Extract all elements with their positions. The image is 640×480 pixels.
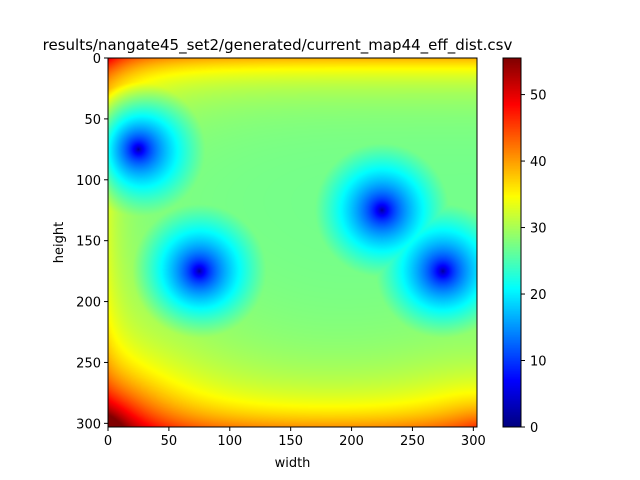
- x-tick-label: 250: [400, 434, 425, 449]
- x-axis: 0 50 100 150 200 250 300: [104, 427, 486, 449]
- y-tick-label: 50: [84, 113, 101, 128]
- colorbar-ticks: 0 10 20 30 40 50: [521, 89, 547, 436]
- y-tick-label: 150: [76, 235, 101, 250]
- x-tick-label: 150: [278, 434, 303, 449]
- colorbar-tick-label: 10: [530, 355, 547, 370]
- colorbar-tick-label: 20: [530, 288, 547, 303]
- x-tick-label: 0: [104, 434, 112, 449]
- colorbar-tick-label: 50: [530, 89, 547, 104]
- y-tick-label: 100: [76, 174, 101, 189]
- x-tick-label: 300: [461, 434, 486, 449]
- colorbar-tick-label: 0: [530, 421, 538, 436]
- colorbar-tick-label: 40: [530, 155, 547, 170]
- y-tick-label: 250: [76, 356, 101, 371]
- x-tick-label: 50: [161, 434, 178, 449]
- colorbar-tick-label: 30: [530, 222, 547, 237]
- y-tick-label: 300: [76, 417, 101, 432]
- x-tick-label: 100: [217, 434, 242, 449]
- colorbar-image-holder: [503, 58, 521, 427]
- x-tick-label: 200: [339, 434, 364, 449]
- heatmap-image-holder: [108, 58, 477, 427]
- colorbar-frame: [502, 57, 522, 428]
- y-tick-label: 0: [93, 52, 101, 67]
- y-tick-label: 200: [76, 296, 101, 311]
- plot-area: [107, 57, 478, 428]
- x-axis-label: width: [275, 456, 311, 471]
- colorbar-gradient: [503, 58, 521, 427]
- colorbar: 0 10 20 30 40 50: [502, 57, 547, 436]
- heatmap-image: [108, 58, 477, 427]
- y-axis-label: height: [52, 222, 67, 263]
- plot-frame: [107, 57, 478, 428]
- chart-title: results/nangate45_set2/generated/current…: [43, 36, 513, 55]
- y-axis: 0 50 100 150 200 250 300: [76, 52, 108, 432]
